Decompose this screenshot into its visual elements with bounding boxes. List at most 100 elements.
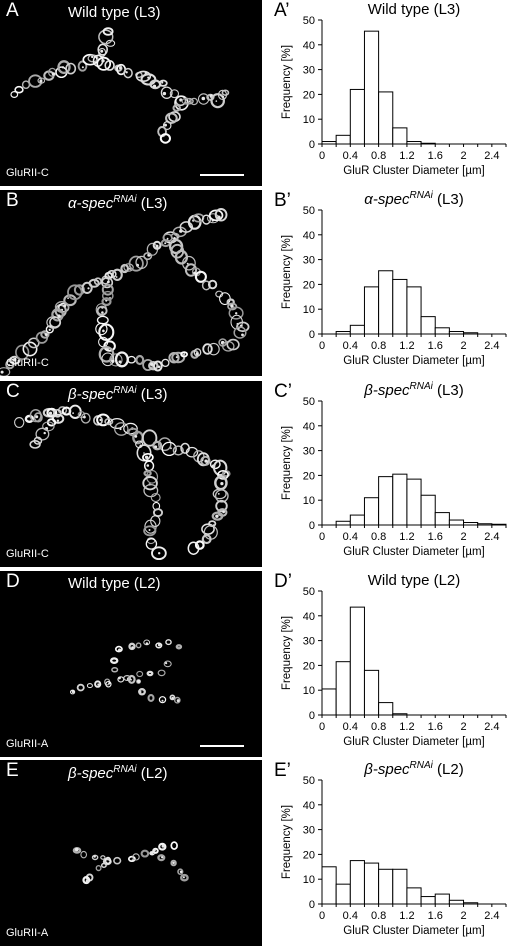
y-tick-label: 40: [303, 230, 315, 242]
glur-cluster-spot: [166, 237, 169, 240]
synaptic-bouton: [14, 85, 24, 94]
synaptic-bouton: [152, 440, 163, 451]
glur-cluster-spot: [12, 358, 17, 362]
synaptic-bouton: [142, 476, 158, 491]
synaptic-bouton: [141, 429, 158, 447]
chart-title-superscript: RNAi: [410, 760, 434, 771]
glur-cluster-spot: [162, 91, 167, 96]
glur-cluster-spot: [179, 870, 183, 874]
synaptic-bouton: [158, 79, 168, 87]
y-tick-label: 20: [303, 470, 315, 482]
figure-row: D Wild type (L2) GluRII-A D’ Wild type (L2) 0…: [0, 571, 516, 757]
glur-cluster-spot: [125, 71, 128, 74]
synaptic-bouton: [86, 683, 93, 689]
glur-cluster-spot: [171, 696, 174, 700]
synaptic-bouton: [82, 876, 91, 885]
micrograph-title: α-specRNAi (L3): [68, 194, 167, 212]
histogram-bar: [378, 476, 394, 526]
synaptic-bouton: [150, 492, 161, 503]
chart-panel-letter: E’: [274, 760, 291, 781]
histogram-bar: [321, 688, 337, 716]
synaptic-bouton: [113, 856, 122, 865]
glur-cluster-spot: [150, 362, 154, 366]
x-axis-label: GluR Cluster Diameter [µm]: [343, 165, 484, 177]
glur-cluster-spot: [0, 370, 4, 374]
glur-cluster-spot: [118, 648, 122, 652]
x-tick-label: 0.8: [371, 340, 386, 352]
micrograph-title: β-specRNAi (L3): [68, 385, 167, 403]
synaptic-bouton: [143, 483, 159, 498]
x-tick-label: 2.4: [484, 150, 499, 162]
y-tick-label: 10: [303, 304, 315, 316]
chart-title: Wild type (L3): [368, 1, 461, 18]
y-tick-label: 0: [309, 139, 315, 151]
glur-cluster-spot: [134, 435, 138, 438]
synaptic-bouton: [96, 413, 111, 427]
histogram-bar: [349, 324, 365, 335]
synaptic-bouton: [158, 696, 167, 704]
x-tick-label: 0.4: [343, 910, 358, 922]
x-tick-label: 1.2: [399, 340, 414, 352]
synaptic-bouton: [95, 864, 102, 872]
synaptic-bouton: [77, 60, 88, 72]
synaptic-bouton: [189, 97, 199, 106]
y-tick-label: 30: [303, 65, 315, 77]
synaptic-bouton: [22, 341, 38, 357]
histogram-bar: [349, 88, 365, 145]
chart-title-text: Wild type (L3): [368, 1, 461, 18]
synaptic-bouton: [101, 283, 114, 296]
glur-cluster-spot: [175, 356, 178, 359]
chart-title-superscript: RNAi: [410, 190, 434, 201]
nmj-micrograph: [70, 639, 183, 704]
x-tick-label: 0.8: [371, 150, 386, 162]
y-tick-label: 0: [309, 710, 315, 722]
x-tick-label: 1.6: [428, 910, 443, 922]
glur-cluster-spot: [222, 510, 226, 514]
synaptic-bouton: [9, 355, 21, 365]
x-tick-label: 2: [460, 150, 466, 162]
histogram-bar: [392, 278, 408, 335]
synaptic-bouton: [70, 689, 76, 695]
synaptic-bouton: [208, 209, 224, 222]
x-tick-label: 0.8: [371, 910, 386, 922]
glur-cluster-spot: [195, 352, 199, 355]
y-tick-label: 40: [303, 800, 315, 812]
x-tick-label: 0: [319, 340, 325, 352]
glur-cluster-spot: [183, 353, 186, 355]
glur-cluster-spot: [108, 682, 111, 685]
chart-title-stage: (L3): [433, 191, 464, 208]
histogram-bar: [420, 316, 436, 335]
y-axis-label: Frequency [%]: [281, 426, 293, 500]
synaptic-bouton: [181, 97, 192, 105]
stain-label: GluRII-C: [6, 548, 49, 560]
x-tick-label: 2.4: [484, 340, 499, 352]
histogram-chart: α-specRNAi (L3) 0 10 20 30 40 50 0 0.4 0.8 1.2 1.6 2…: [281, 190, 507, 367]
glur-cluster-spot: [164, 123, 167, 127]
histogram-chart: β-specRNAi (L2) 0 10 20 30 40 50 0 0.4 0.8 1.2 1.6 2…: [281, 760, 507, 937]
histogram-bar: [378, 91, 394, 145]
histogram-bar: [434, 512, 450, 526]
synaptic-bouton: [187, 541, 200, 555]
nmj-micrograph: [72, 841, 189, 885]
y-tick-label: 10: [303, 495, 315, 507]
glur-cluster-spot: [154, 445, 158, 449]
x-tick-label: 1.6: [428, 340, 443, 352]
y-tick-label: 40: [303, 421, 315, 433]
synaptic-bouton: [169, 89, 180, 99]
synaptic-bouton: [88, 278, 100, 288]
y-tick-label: 10: [303, 114, 315, 126]
glur-cluster-spot: [222, 95, 225, 98]
glur-cluster-spot: [157, 365, 161, 369]
synaptic-bouton: [214, 489, 229, 503]
histogram-bar: [349, 606, 365, 716]
x-tick-label: 1.6: [428, 150, 443, 162]
histogram-bar: [321, 866, 337, 905]
synaptic-bouton: [104, 417, 114, 426]
synaptic-bouton: [80, 850, 88, 859]
synaptic-bouton: [212, 488, 227, 500]
glur-cluster-spot: [193, 271, 197, 275]
histogram-bar: [335, 661, 351, 716]
glur-cluster-spot: [176, 699, 180, 703]
micrograph-title: β-specRNAi (L2): [68, 764, 167, 782]
